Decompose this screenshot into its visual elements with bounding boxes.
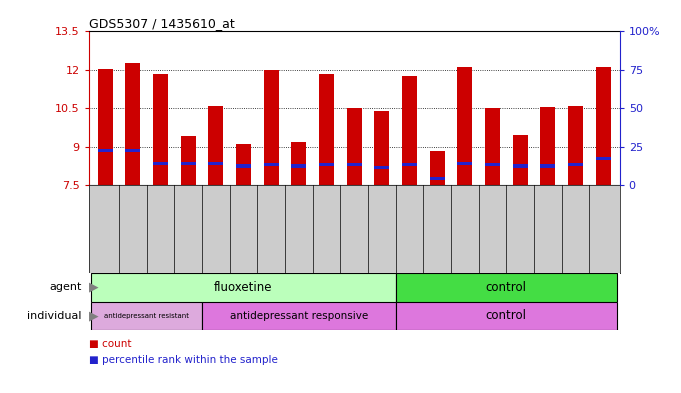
Bar: [347, 108, 362, 185]
Bar: [236, 144, 251, 185]
Bar: [97, 149, 113, 152]
Bar: [97, 69, 113, 185]
Bar: [291, 164, 306, 168]
Bar: [180, 162, 195, 165]
Bar: [202, 301, 396, 330]
Bar: [291, 141, 306, 185]
Bar: [402, 163, 417, 166]
Bar: [485, 108, 500, 185]
Text: control: control: [486, 281, 527, 294]
Bar: [457, 67, 473, 185]
Bar: [236, 164, 251, 168]
Bar: [396, 273, 617, 301]
Bar: [319, 74, 334, 185]
Bar: [457, 162, 473, 165]
Bar: [153, 74, 168, 185]
Bar: [91, 273, 396, 301]
Bar: [153, 162, 168, 165]
Text: antidepressant resistant: antidepressant resistant: [104, 313, 189, 319]
Bar: [396, 301, 617, 330]
Bar: [595, 156, 611, 160]
Bar: [402, 76, 417, 185]
Bar: [595, 67, 611, 185]
Bar: [374, 111, 390, 185]
Bar: [568, 163, 583, 166]
Text: GDS5307 / 1435610_at: GDS5307 / 1435610_at: [89, 17, 234, 30]
Bar: [264, 163, 279, 166]
Bar: [347, 163, 362, 166]
Text: ■ percentile rank within the sample: ■ percentile rank within the sample: [89, 354, 277, 365]
Bar: [180, 136, 195, 185]
Bar: [513, 135, 528, 185]
Text: antidepressant responsive: antidepressant responsive: [229, 311, 368, 321]
Text: control: control: [486, 309, 527, 322]
Bar: [125, 63, 140, 185]
Bar: [374, 165, 390, 169]
Text: ▶: ▶: [85, 281, 99, 294]
Text: ■ count: ■ count: [89, 339, 131, 349]
Bar: [540, 107, 556, 185]
Bar: [91, 301, 202, 330]
Text: individual: individual: [27, 311, 82, 321]
Bar: [513, 164, 528, 168]
Bar: [540, 164, 556, 168]
Bar: [485, 163, 500, 166]
Bar: [430, 177, 445, 180]
Text: agent: agent: [49, 282, 82, 292]
Bar: [125, 149, 140, 152]
Text: ▶: ▶: [85, 309, 99, 322]
Bar: [568, 106, 583, 185]
Text: fluoxetine: fluoxetine: [215, 281, 272, 294]
Bar: [208, 106, 223, 185]
Bar: [208, 162, 223, 165]
Bar: [430, 151, 445, 185]
Bar: [319, 163, 334, 166]
Bar: [264, 70, 279, 185]
